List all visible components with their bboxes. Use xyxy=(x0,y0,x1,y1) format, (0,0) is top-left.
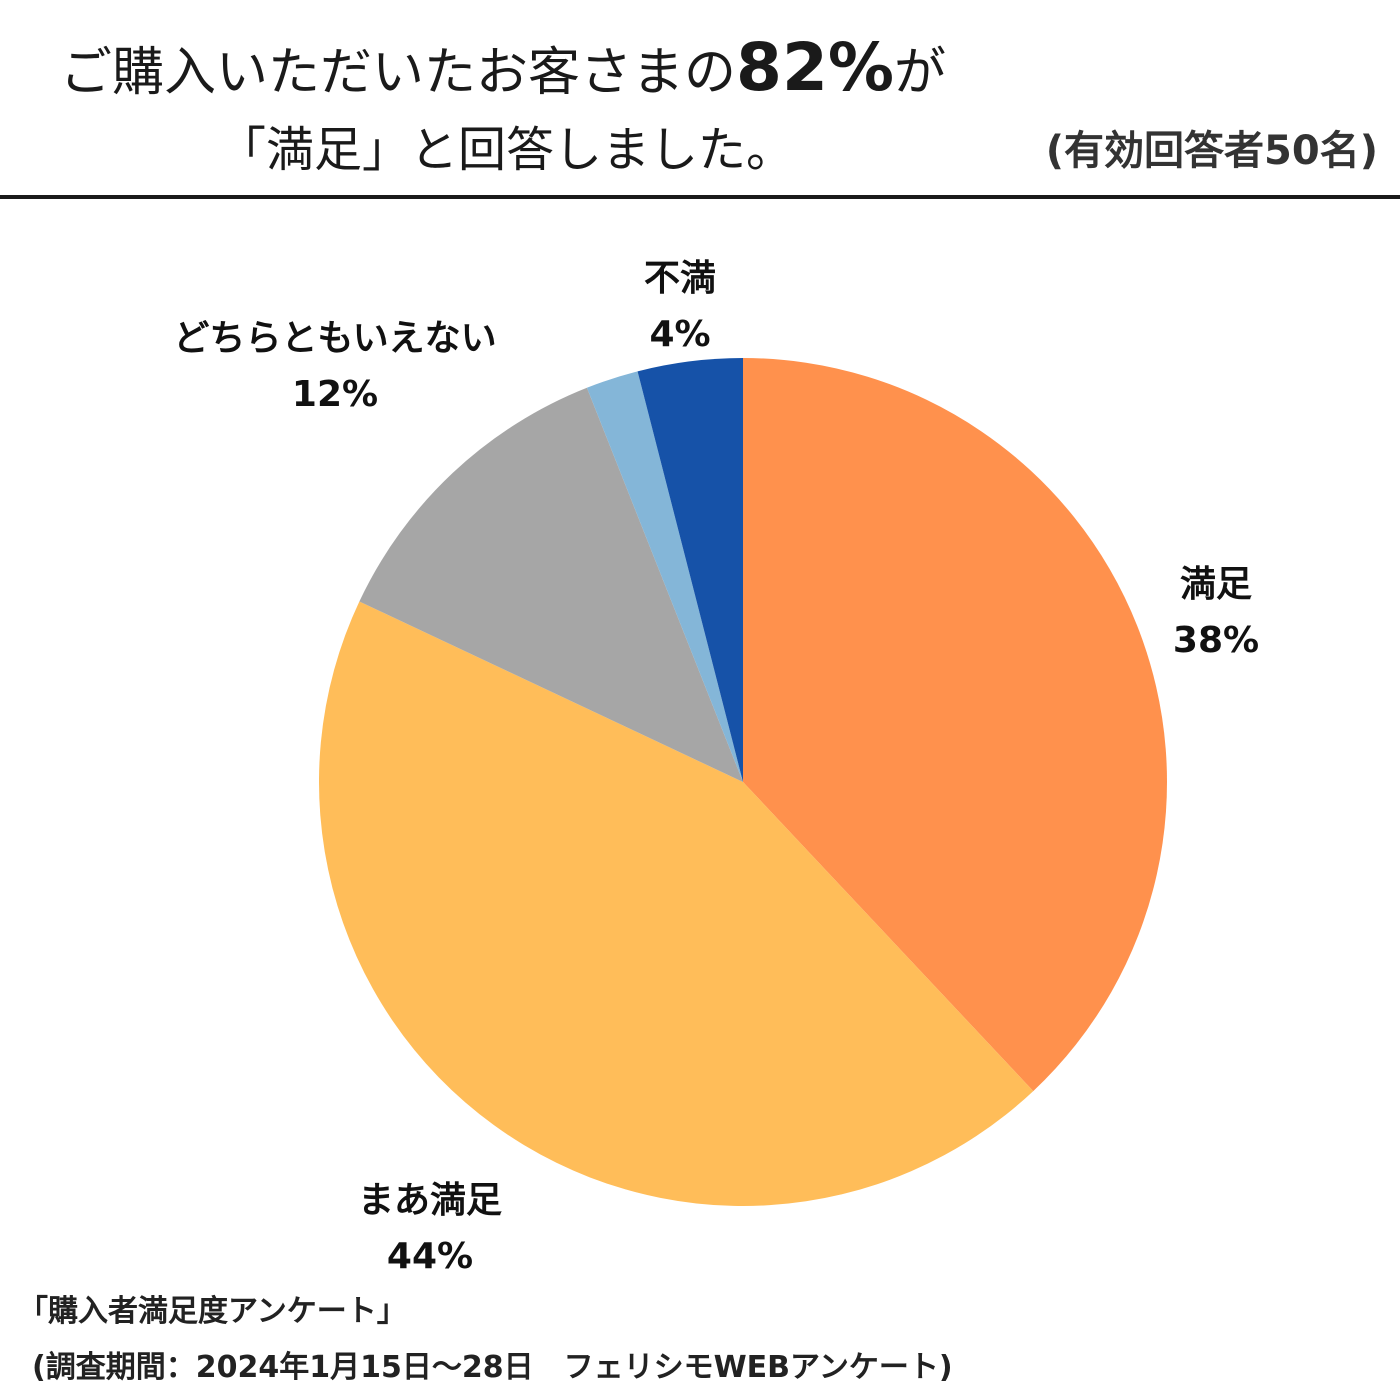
pie-slice-まあ満足 xyxy=(318,601,1034,1207)
pie-slices xyxy=(318,358,1167,1207)
slice-value-label: 12% xyxy=(292,374,378,415)
slice-category-label: 不満 xyxy=(644,258,716,299)
slice-category-label: 満足 xyxy=(1180,564,1252,605)
slice-category-label: どちらともいえない xyxy=(173,318,496,359)
survey-period: (調査期間：2024年1月15日～28日 フェリシモWEBアンケート) xyxy=(32,1350,953,1385)
headline-line2: 「満足」と回答しました。 xyxy=(218,122,795,178)
pie-labels: 満足 38% まあ満足 44% どちらともいえない 12% 不満 4% xyxy=(173,258,1259,1277)
pie-slice-どちらともいえない xyxy=(359,387,743,782)
footer: 「購入者満足度アンケート」 (調査期間：2024年1月15日～28日 フェリシモ… xyxy=(18,1290,1388,1390)
survey-name: 「購入者満足度アンケート」 xyxy=(18,1294,407,1329)
headline-line1: ご購入いただいたお客さまの82%が xyxy=(60,28,946,113)
headline-part2: が xyxy=(894,43,947,103)
slice-value-label: 44% xyxy=(387,1236,473,1277)
headline-highlight: 82% xyxy=(736,29,894,106)
slice-value-label: 4% xyxy=(649,314,710,355)
pie-slice-満足 xyxy=(743,358,1167,1092)
header: ご購入いただいたお客さまの82%が 「満足」と回答しました。 (有効回答者50名… xyxy=(0,0,1400,200)
pie-chart-container: 満足 38% まあ満足 44% どちらともいえない 12% 不満 4% xyxy=(0,200,1400,1280)
header-divider xyxy=(0,195,1400,199)
slice-value-label: 38% xyxy=(1173,620,1259,661)
respondents-count: (有効回答者50名) xyxy=(1045,128,1378,174)
pie-chart: 満足 38% まあ満足 44% どちらともいえない 12% 不満 4% xyxy=(173,258,1259,1277)
pie-slice-3 xyxy=(586,371,743,782)
slice-category-label: まあ満足 xyxy=(358,1180,502,1221)
pie-slice-不満 xyxy=(637,358,743,782)
headline-part1: ご購入いただいたお客さまの xyxy=(60,43,737,103)
